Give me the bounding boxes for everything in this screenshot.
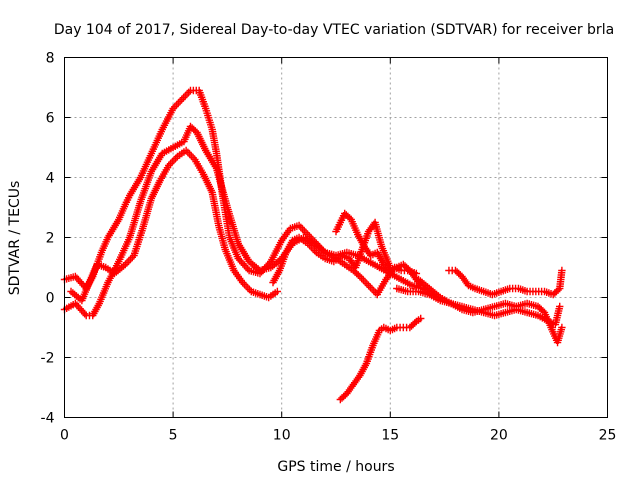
- y-tick-label: -4: [41, 411, 55, 427]
- x-tick-label: 5: [169, 428, 178, 444]
- series-track-2: [60, 122, 438, 320]
- y-axis-label: SDTVAR / TECUs: [7, 181, 23, 296]
- data-point: [558, 323, 566, 332]
- x-tick-label: 20: [490, 428, 508, 444]
- data-point: [273, 287, 282, 296]
- grid: [64, 57, 608, 418]
- y-tick-label: 8: [46, 51, 55, 67]
- y-tick-label: 6: [46, 111, 55, 127]
- x-axis-label: GPS time / hours: [277, 459, 394, 475]
- chart-title: Day 104 of 2017, Sidereal Day-to-day VTE…: [54, 22, 614, 38]
- x-tick-label: 0: [60, 428, 69, 444]
- x-tick-label: 25: [599, 428, 617, 444]
- series-track-3: [67, 146, 282, 305]
- x-tick-label: 15: [381, 428, 399, 444]
- y-tick-labels: -4 -2 0 2 4 6 8: [41, 51, 55, 427]
- series-track-5: [332, 209, 425, 290]
- y-tick-label: 2: [46, 231, 55, 247]
- data-series: [60, 86, 566, 404]
- y-tick-label: 4: [46, 171, 55, 187]
- series-track-9: [445, 266, 566, 299]
- series-track-6: [336, 314, 425, 404]
- y-tick-label: -2: [41, 351, 55, 367]
- y-tick-label: 0: [46, 291, 55, 307]
- x-tick-labels: 0 5 10 15 20 25: [60, 428, 616, 444]
- data-point: [556, 302, 564, 311]
- series-track-8: [414, 275, 566, 347]
- x-tick-label: 10: [273, 428, 291, 444]
- data-point: [558, 266, 566, 275]
- series-track-1: [60, 86, 421, 299]
- plot-frame: [64, 57, 608, 418]
- data-point: [417, 314, 425, 323]
- series-track-4: [269, 218, 394, 287]
